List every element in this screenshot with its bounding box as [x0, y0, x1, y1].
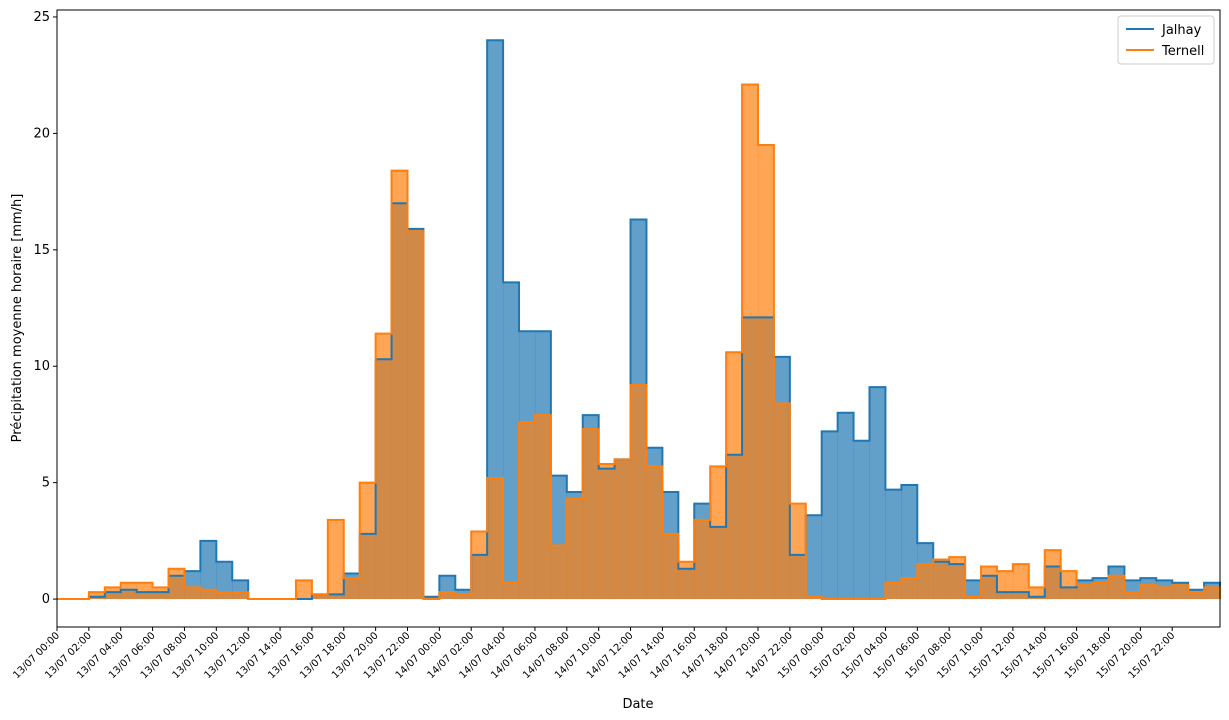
- bar-ternell: [789, 503, 807, 600]
- bar-ternell: [710, 466, 727, 600]
- bar-ternell: [662, 533, 679, 600]
- bar-ternell: [168, 568, 185, 600]
- bar-ternell: [471, 531, 488, 600]
- bar-ternell: [917, 564, 934, 600]
- series-fill-ternell: [88, 84, 1221, 600]
- bar-ternell: [120, 582, 137, 600]
- legend-label-ternell: Ternell: [1161, 44, 1204, 59]
- bar-jalhay: [200, 540, 217, 600]
- bar-ternell: [678, 561, 695, 600]
- bar-ternell: [184, 587, 201, 600]
- axes: [56, 9, 1221, 628]
- bar-ternell: [965, 596, 982, 600]
- bar-ternell: [311, 594, 329, 600]
- bar-jalhay: [869, 387, 886, 600]
- bar-ternell: [805, 596, 823, 600]
- bar-ternell: [996, 571, 1014, 600]
- y-axis-label: Précipitation moyenne horaire [mm/h]: [10, 194, 25, 443]
- legend: Jalhay Ternell: [1117, 15, 1215, 65]
- bar-jalhay: [821, 431, 838, 600]
- y-tick-label: 15: [33, 243, 50, 258]
- bar-ternell: [1012, 564, 1030, 600]
- bar-ternell: [407, 231, 424, 600]
- series-line-ternell: [57, 83, 1221, 601]
- bar-ternell: [757, 145, 775, 600]
- bar-ternell: [1188, 592, 1205, 600]
- bar-ternell: [1028, 587, 1046, 600]
- series-lines: [57, 39, 1221, 601]
- bar-ternell: [1204, 587, 1221, 600]
- y-tick-label: 5: [42, 476, 50, 491]
- bar-jalhay: [423, 596, 440, 600]
- bar-jalhay: [487, 40, 504, 600]
- bar-ternell: [981, 566, 998, 600]
- bar-ternell: [1060, 571, 1077, 600]
- bar-ternell: [88, 592, 106, 600]
- bar-ternell: [901, 578, 918, 600]
- bar-jalhay: [965, 580, 982, 600]
- bar-ternell: [933, 559, 950, 600]
- bar-ternell: [949, 557, 966, 600]
- bar-ternell: [885, 582, 902, 600]
- bar-ternell: [343, 578, 360, 600]
- legend-label-jalhay: Jalhay: [1161, 23, 1202, 38]
- bar-ternell: [327, 519, 345, 600]
- bar-ternell: [216, 592, 233, 600]
- bar-ternell: [439, 592, 456, 600]
- bar-ternell: [519, 422, 536, 600]
- bar-jalhay: [837, 412, 854, 600]
- bar-ternell: [742, 84, 759, 600]
- plot-frame: [56, 9, 1221, 628]
- bar-ternell: [104, 587, 122, 600]
- bar-ternell: [232, 592, 249, 600]
- bar-ternell: [1124, 592, 1141, 600]
- bar-ternell: [503, 582, 520, 600]
- bar-ternell: [646, 466, 663, 600]
- bar-jalhay: [805, 515, 823, 600]
- y-ticks: 0 5 10 15 20 25: [33, 10, 57, 607]
- bar-ternell: [534, 415, 552, 600]
- bar-ternell: [1172, 585, 1189, 600]
- bar-ternell: [391, 170, 408, 600]
- bar-ternell: [455, 594, 472, 600]
- bar-ternell: [630, 384, 647, 600]
- bar-jalhay: [216, 561, 233, 600]
- bar-ternell: [152, 587, 169, 600]
- y-tick-label: 10: [33, 359, 50, 374]
- series-fills: [88, 40, 1221, 600]
- bar-ternell: [694, 519, 711, 600]
- bar-ternell: [550, 545, 568, 600]
- bar-ternell: [1156, 587, 1173, 600]
- bar-ternell: [598, 464, 615, 600]
- bar-ternell: [1076, 585, 1093, 600]
- bar-ternell: [200, 589, 217, 600]
- bar-ternell: [1044, 550, 1061, 600]
- y-tick-label: 0: [42, 592, 50, 607]
- bar-jalhay: [853, 440, 870, 600]
- bar-ternell: [582, 429, 599, 600]
- bar-jalhay: [901, 484, 918, 600]
- y-tick-label: 25: [33, 10, 50, 25]
- bar-jalhay: [503, 282, 520, 600]
- bar-ternell: [773, 403, 791, 600]
- bar-ternell: [726, 352, 743, 600]
- bar-ternell: [1092, 582, 1109, 600]
- bar-ternell: [359, 482, 376, 600]
- bar-ternell: [566, 498, 584, 600]
- bar-ternell: [295, 580, 313, 600]
- bar-ternell: [375, 333, 392, 600]
- y-tick-label: 20: [33, 126, 50, 141]
- bar-jalhay: [885, 489, 902, 600]
- bar-ternell: [614, 459, 631, 600]
- bar-ternell: [1140, 585, 1157, 600]
- bar-ternell: [487, 477, 504, 600]
- bar-ternell: [1108, 575, 1125, 600]
- bar-ternell: [136, 582, 153, 600]
- x-axis-label: Date: [622, 697, 653, 712]
